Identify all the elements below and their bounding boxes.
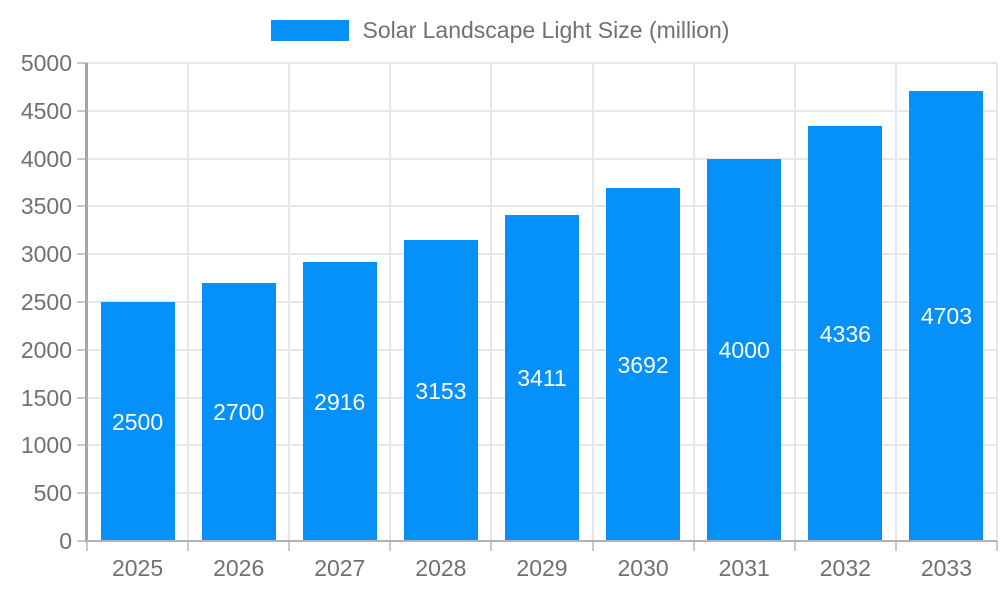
- legend-swatch: [270, 20, 349, 41]
- v-gridline: [793, 63, 796, 541]
- x-tick-mark: [86, 541, 88, 551]
- y-axis-tick-label: 2000: [20, 336, 72, 363]
- x-axis-tick-label: 2031: [718, 555, 770, 581]
- y-axis-tick-label: 2500: [20, 289, 72, 315]
- y-axis-tick-label: 500: [33, 480, 72, 507]
- bar-2030[interactable]: [606, 188, 681, 540]
- x-axis-tick-label: 2030: [617, 555, 669, 581]
- bar-2025[interactable]: [100, 302, 175, 540]
- bar-2029[interactable]: [505, 215, 579, 540]
- x-tick-mark: [692, 541, 695, 551]
- y-tick-mark: [77, 492, 87, 495]
- v-gridline: [187, 63, 190, 541]
- x-axis-tick-label: 2029: [516, 555, 568, 581]
- v-gridline: [591, 63, 594, 541]
- x-tick-mark: [591, 541, 594, 551]
- y-axis-tick-label: 3000: [20, 241, 72, 268]
- x-tick-mark: [996, 541, 998, 551]
- x-axis-tick-label: 2028: [415, 555, 467, 581]
- x-tick-mark: [894, 541, 897, 551]
- y-axis-tick-label: 5000: [20, 50, 72, 76]
- y-tick-mark: [77, 205, 87, 208]
- v-gridline: [288, 63, 291, 541]
- x-tick-mark: [793, 541, 796, 551]
- bar-value-label: 4000: [718, 337, 770, 363]
- v-gridline: [490, 63, 493, 541]
- legend-label: Solar Landscape Light Size (million): [362, 17, 730, 43]
- h-gridline: [87, 157, 997, 160]
- h-gridline: [87, 205, 997, 208]
- bar-2033[interactable]: [909, 91, 984, 540]
- bar-value-label: 3411: [517, 365, 567, 391]
- y-axis-tick-label: 3500: [20, 193, 72, 220]
- y-tick-mark: [77, 444, 87, 447]
- x-tick-mark: [187, 541, 190, 551]
- y-tick-mark: [77, 396, 87, 399]
- y-tick-mark: [77, 540, 87, 542]
- bar-2032[interactable]: [808, 126, 883, 540]
- v-gridline: [996, 63, 998, 541]
- bar-value-label: 3692: [617, 351, 669, 378]
- bar-value-label: 4703: [920, 303, 973, 329]
- v-gridline: [389, 63, 392, 541]
- bar-value-label: 2916: [314, 388, 366, 415]
- x-tick-mark: [389, 541, 392, 551]
- v-gridline: [894, 63, 897, 541]
- v-gridline: [692, 63, 695, 541]
- x-axis-tick-label: 2032: [819, 555, 871, 581]
- y-axis-tick-label: 4000: [20, 145, 72, 172]
- y-tick-mark: [77, 109, 87, 112]
- bar-value-label: 4336: [819, 320, 871, 347]
- x-axis-tick-label: 2033: [920, 555, 973, 581]
- x-axis-tick-label: 2025: [111, 555, 164, 581]
- y-tick-mark: [77, 157, 87, 160]
- h-gridline: [87, 109, 997, 112]
- bar-2031[interactable]: [707, 159, 782, 540]
- bar-value-label: 3153: [415, 377, 467, 404]
- y-axis-tick-label: 0: [59, 528, 72, 554]
- bar-2028[interactable]: [403, 240, 478, 540]
- bar-value-label: 2700: [213, 399, 265, 425]
- bar-2026[interactable]: [201, 283, 276, 540]
- y-axis-line: [85, 63, 88, 542]
- chart-legend[interactable]: Solar Landscape Light Size (million): [0, 17, 1000, 44]
- bar-value-label: 2500: [111, 408, 164, 435]
- x-axis-tick-label: 2027: [314, 555, 366, 581]
- x-tick-mark: [490, 541, 493, 551]
- x-tick-mark: [288, 541, 291, 551]
- x-axis-tick-label: 2026: [213, 555, 265, 581]
- x-axis-line: [87, 540, 997, 542]
- bar-2027[interactable]: [302, 262, 377, 540]
- y-tick-mark: [77, 348, 87, 351]
- y-axis-tick-label: 4500: [20, 97, 72, 124]
- h-gridline: [87, 62, 997, 64]
- y-tick-mark: [77, 253, 87, 256]
- y-axis-tick-label: 1000: [20, 432, 72, 459]
- y-tick-mark: [77, 301, 87, 303]
- y-tick-mark: [77, 62, 87, 64]
- y-axis-tick-label: 1500: [20, 384, 72, 411]
